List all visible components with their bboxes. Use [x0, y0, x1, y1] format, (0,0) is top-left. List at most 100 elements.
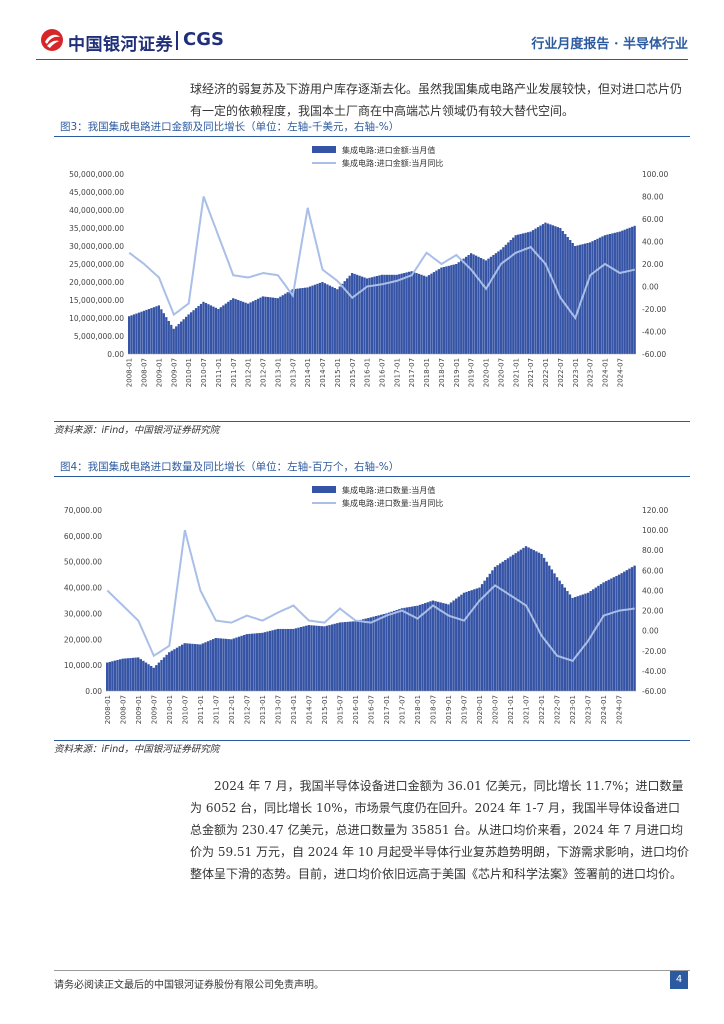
legend-swatch-bar — [312, 486, 336, 493]
chart-bar — [157, 305, 161, 354]
chart-bar — [359, 619, 362, 691]
x-tick-label: 2020-01 — [483, 358, 491, 387]
y-left-tick-label: 30,000,000.00 — [69, 242, 124, 251]
chart-bar — [512, 237, 515, 354]
chart-bar — [496, 565, 499, 691]
chart-bar — [571, 243, 574, 354]
chart-bar — [603, 235, 607, 354]
chart-bar — [348, 275, 351, 354]
y-left-tick-label: 25,000,000.00 — [69, 260, 124, 269]
logo-icon — [41, 29, 63, 51]
chart-bar — [472, 254, 475, 354]
chart-bar — [617, 574, 621, 691]
chart-bar — [596, 238, 599, 354]
chart-bar — [243, 634, 246, 691]
chart-bar — [368, 277, 371, 354]
footer-divider — [54, 970, 690, 971]
chart-bar — [517, 551, 520, 691]
chart-bar — [140, 311, 143, 354]
chart-bar — [477, 256, 480, 354]
chart-bar — [254, 300, 257, 354]
y-left-tick-label: 70,000.00 — [64, 506, 102, 515]
chart-bar — [413, 606, 417, 691]
x-tick-label: 2012-01 — [245, 358, 253, 387]
chart-bar — [191, 643, 194, 691]
chart-bar — [486, 577, 489, 691]
chart-bar — [390, 274, 393, 354]
chart-bar — [201, 643, 205, 691]
chart-bar — [474, 255, 478, 354]
chart-bar — [417, 273, 421, 354]
chart-bar — [467, 591, 471, 691]
chart-bar — [325, 625, 329, 691]
chart-bar — [425, 276, 428, 354]
chart-bar — [436, 601, 440, 691]
chart-bar — [222, 305, 225, 354]
chart-bar — [524, 546, 528, 691]
chart-bar — [455, 264, 458, 354]
chart-bar — [452, 600, 455, 691]
paragraph-equipment: 2024 年 7 月，我国半导体设备进口金额为 36.01 亿美元，同比增长 1… — [190, 779, 690, 881]
chart-bar — [395, 274, 398, 354]
figure4-title-text: 图4：我国集成电路进口数量及同比增长（单位：左轴-百万个，右轴-%） — [60, 461, 400, 473]
chart-bar — [298, 288, 302, 354]
chart-bar — [449, 602, 453, 691]
chart-bar — [555, 577, 559, 691]
chart-bar — [192, 310, 195, 354]
chart-bar — [204, 642, 207, 691]
chart-bar — [297, 627, 300, 691]
chart-bar — [462, 258, 465, 354]
chart-bar — [294, 628, 298, 691]
chart-bar — [470, 590, 473, 691]
x-tick-label: 2017-07 — [399, 695, 407, 724]
chart-bar — [542, 557, 546, 691]
x-tick-label: 2008-01 — [104, 695, 112, 724]
chart-bar — [219, 307, 222, 354]
x-tick-label: 2022-01 — [538, 695, 546, 724]
chart-bar — [147, 309, 151, 354]
chart-bar — [175, 326, 178, 354]
chart-bar — [442, 267, 445, 354]
chart-bar — [281, 295, 284, 354]
chart-bar — [535, 551, 538, 691]
chart-bar — [152, 667, 155, 691]
chart-bar — [527, 547, 530, 691]
x-tick-label: 2011-07 — [230, 358, 238, 387]
chart-bar — [162, 657, 166, 691]
y-right-tick-label: 80.00 — [642, 546, 664, 555]
chart-bar — [209, 640, 212, 691]
chart-bar — [130, 315, 133, 354]
chart-bar — [403, 607, 406, 691]
x-tick-label: 2024-07 — [616, 358, 624, 387]
chart-bar — [370, 277, 374, 354]
chart-bar — [189, 312, 193, 354]
chart-bar — [305, 625, 308, 691]
figure3-source: 资料来源：iFind，中国银河证券研究院 — [54, 421, 690, 438]
chart-bar — [209, 305, 213, 354]
brand-name: 中国银河证券 — [68, 35, 173, 55]
chart-bar — [435, 270, 438, 354]
y-right-tick-label: 0.00 — [642, 283, 659, 292]
chart-bar — [111, 661, 114, 691]
chart-bar — [526, 232, 530, 354]
chart-bar — [447, 265, 450, 354]
chart-bar — [473, 589, 476, 691]
footer-disclaimer: 请务必阅读正文最后的中国银河证券股份有限公司免责声明。 — [54, 980, 324, 991]
chart-bar — [274, 297, 277, 354]
chart-bar — [480, 584, 484, 691]
chart-bar — [427, 275, 431, 354]
chart-bar — [271, 297, 275, 354]
chart-bar — [479, 258, 483, 354]
chart-bar — [234, 299, 237, 354]
legend-label-line: 集成电路:进口金额:当月同比 — [342, 158, 443, 168]
figure4-title: 图4：我国集成电路进口数量及同比增长（单位：左轴-百万个，右轴-%） — [54, 458, 690, 477]
chart-bar — [400, 608, 404, 691]
x-tick-label: 2017-01 — [393, 358, 401, 387]
chart-bar — [561, 584, 564, 691]
chart-bar — [264, 296, 267, 354]
x-tick-label: 2008-07 — [119, 695, 127, 724]
chart-bar — [566, 237, 569, 354]
chart-bar — [546, 223, 550, 354]
chart-bar — [569, 240, 572, 354]
chart-bar — [380, 614, 383, 691]
